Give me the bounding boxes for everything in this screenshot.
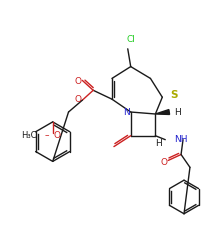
Text: N: N (123, 108, 130, 116)
Text: S: S (170, 90, 178, 100)
Text: O: O (161, 158, 168, 167)
Text: O: O (54, 131, 61, 140)
Text: O: O (75, 77, 82, 86)
Text: Cl: Cl (126, 35, 135, 44)
Text: NH: NH (174, 135, 188, 144)
Text: O: O (75, 95, 82, 104)
Polygon shape (155, 110, 169, 114)
Text: H₃C: H₃C (21, 131, 37, 140)
Text: H: H (174, 108, 181, 116)
Text: H: H (155, 139, 162, 148)
Text: –: – (44, 131, 49, 140)
